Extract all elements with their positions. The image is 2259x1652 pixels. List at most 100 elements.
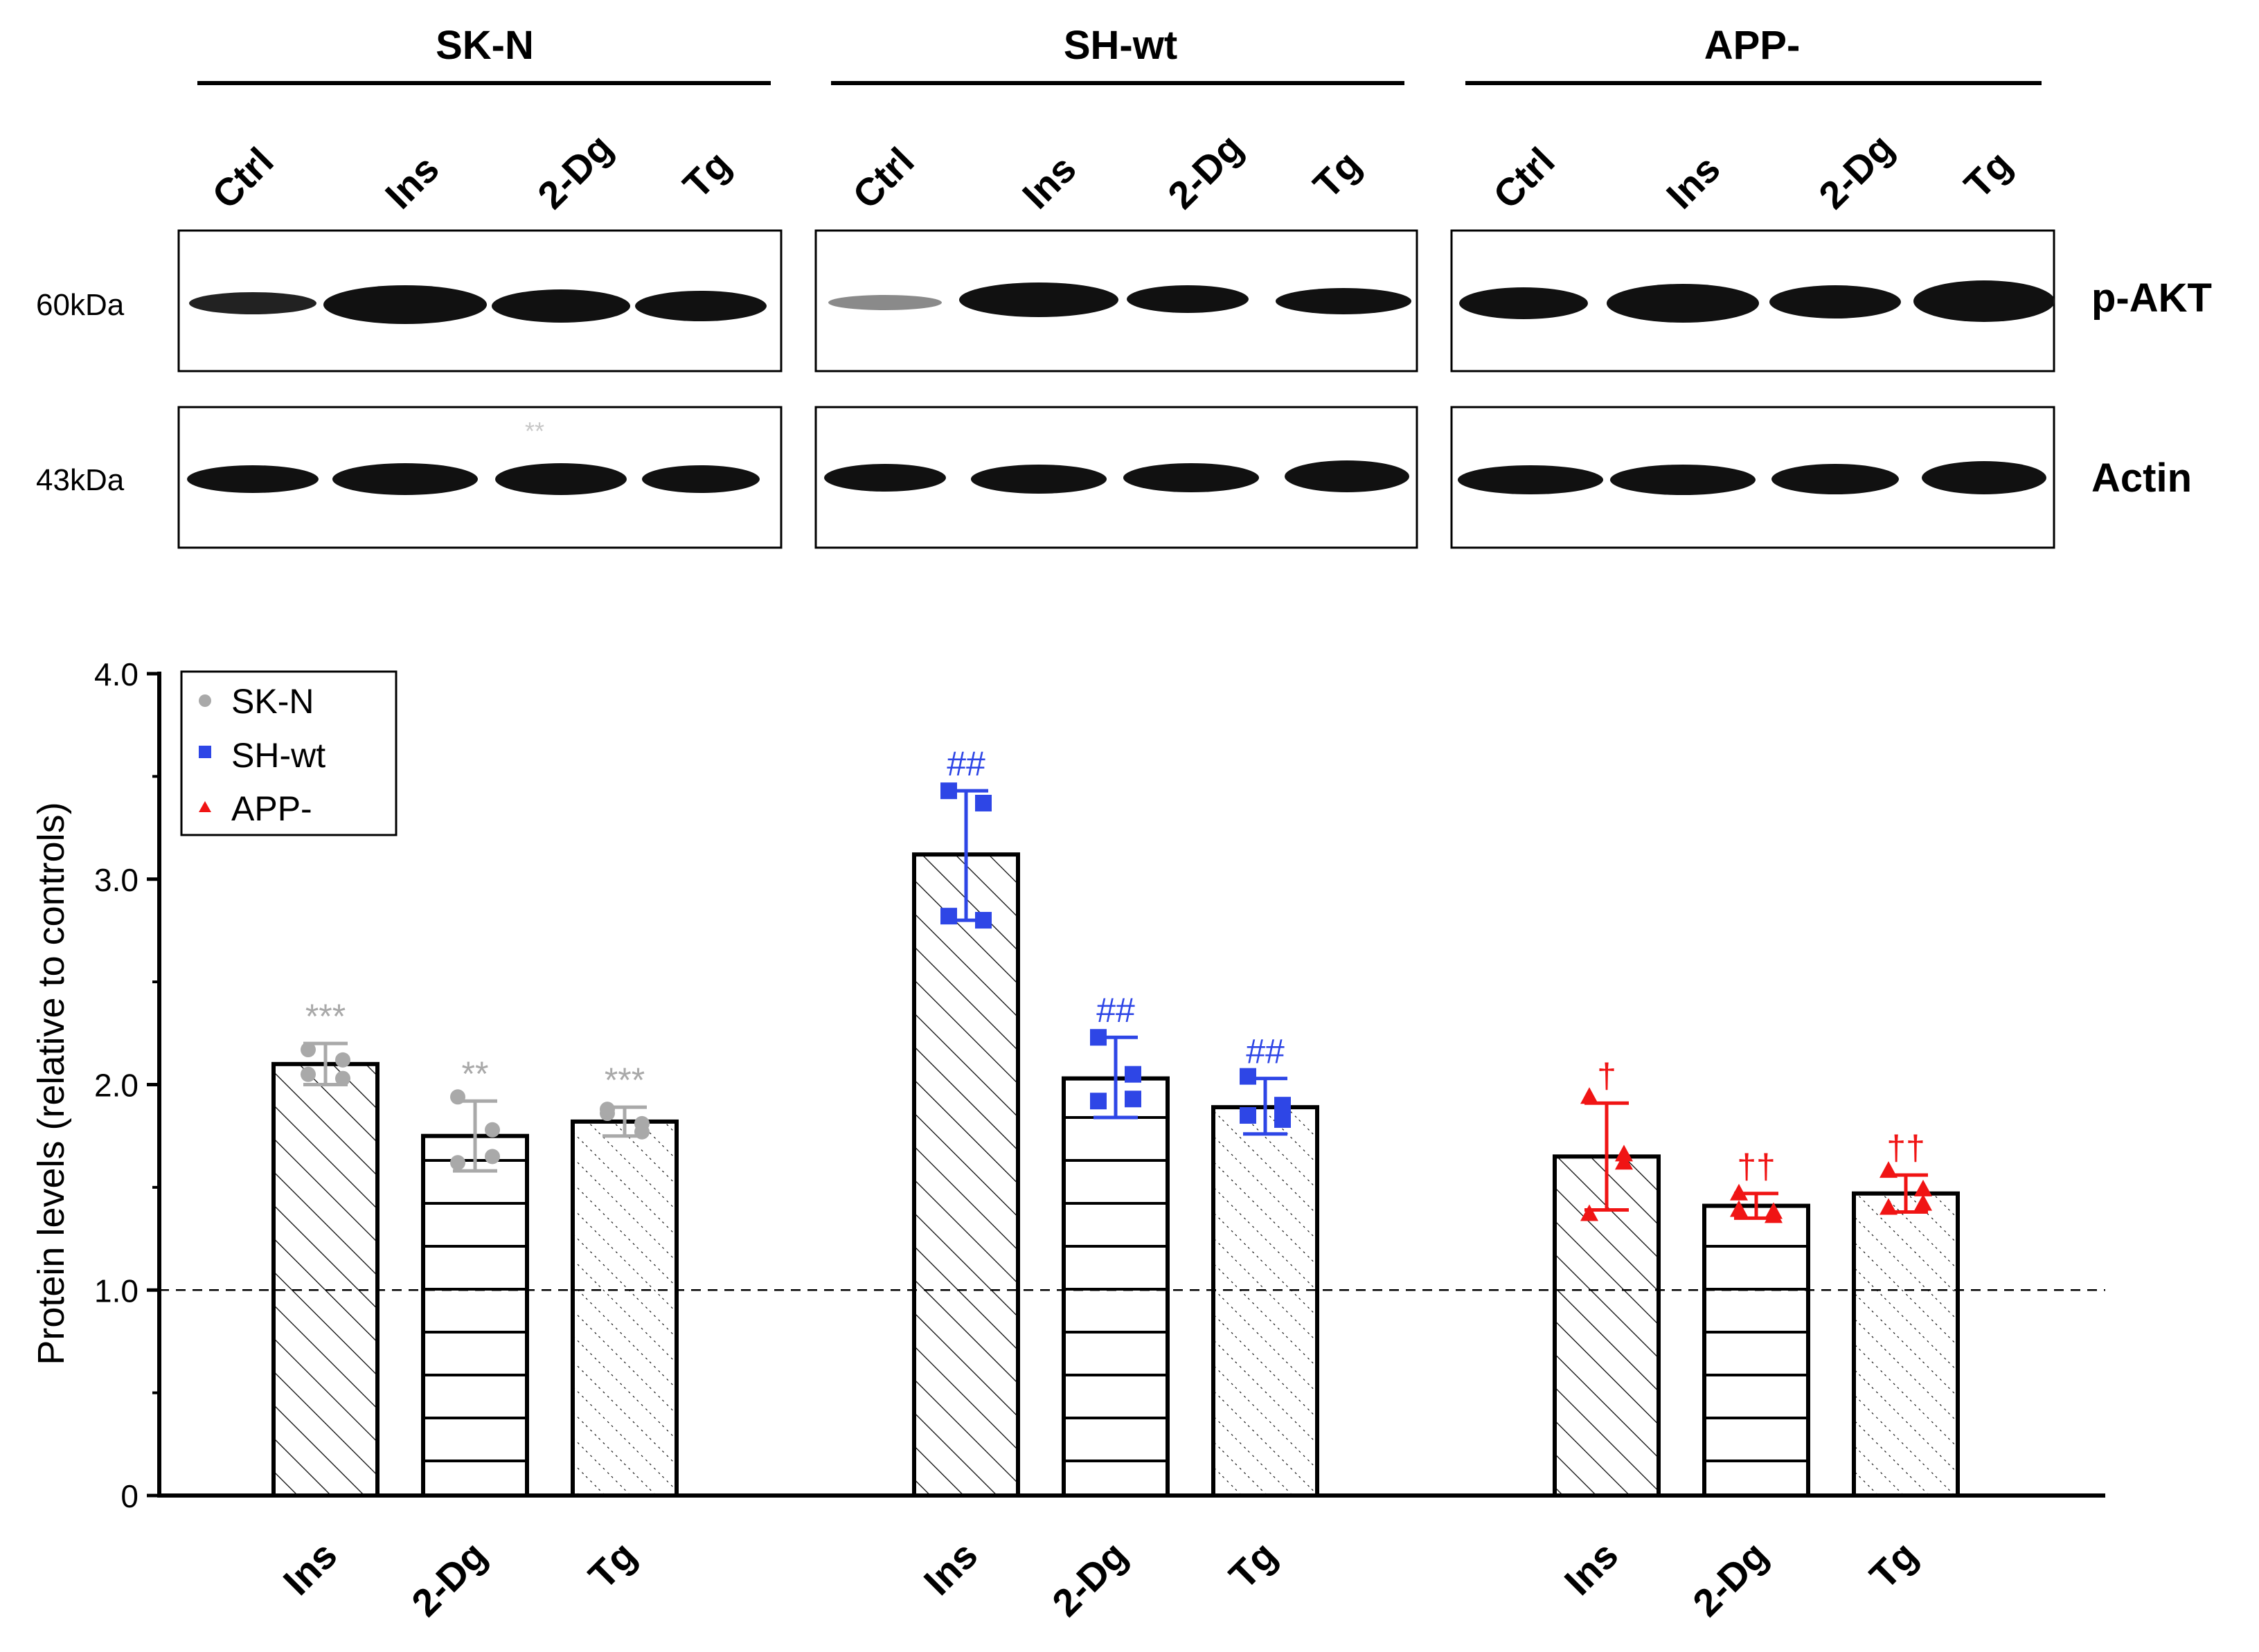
lane-label: Ins [1014, 147, 1084, 217]
lane-label: 2-Dg [1810, 125, 1902, 217]
blot-band [828, 295, 942, 310]
blot-band [1607, 284, 1759, 323]
blot-panel [177, 406, 783, 549]
significance-mark: ## [1096, 991, 1135, 1030]
blot-band [824, 464, 946, 492]
significance-mark: ## [1246, 1032, 1285, 1071]
data-point [975, 794, 992, 811]
marker-label: 43kDa [36, 463, 125, 497]
y-tick-label: 3.0 [94, 862, 139, 898]
data-point [1090, 1093, 1107, 1110]
blot-band [1771, 464, 1899, 494]
data-point [301, 1066, 316, 1082]
bar [1852, 1191, 1960, 1498]
blot-band [1276, 288, 1411, 314]
blot-band [1922, 461, 2046, 494]
blot-band [492, 289, 630, 323]
x-tick-label: Ins [916, 1533, 986, 1604]
bars-layer [271, 852, 1960, 1498]
data-point [1125, 1066, 1141, 1083]
blot-band [1285, 460, 1409, 492]
data-point [301, 1042, 316, 1058]
data-point [1240, 1068, 1256, 1085]
bar [1062, 1076, 1170, 1498]
data-point [450, 1089, 465, 1105]
axes: 0 1.0 2.0 3.0 4.0 [94, 656, 2105, 1514]
legend-box [180, 670, 398, 836]
legend-marker-square [199, 746, 211, 758]
bar [571, 1119, 679, 1498]
blot-band [971, 465, 1107, 494]
y-tick-label: 0 [120, 1478, 139, 1514]
data-point [1125, 1090, 1141, 1108]
protein-label: Actin [2091, 456, 2192, 501]
points-layer [301, 782, 1932, 1223]
blot-band [189, 292, 316, 314]
data-point [1730, 1183, 1748, 1201]
data-point [485, 1122, 500, 1138]
bar [1702, 1203, 1810, 1498]
blot-band [1123, 463, 1259, 492]
lane-label: Ctrl [844, 139, 922, 217]
actin-bands [187, 460, 2046, 495]
lane-label: Ins [1658, 147, 1729, 217]
bar [1211, 1105, 1319, 1498]
blot-band [1913, 280, 2055, 322]
y-tick-label: 1.0 [94, 1273, 139, 1309]
legend-label: SH-wt [231, 736, 325, 775]
blot-band [1769, 285, 1901, 318]
blot-frames [177, 229, 2055, 549]
stray-mark: ** [525, 417, 544, 445]
data-point [1914, 1194, 1932, 1211]
lane-label: Ctrl [1485, 139, 1563, 217]
blot-panel [177, 229, 783, 372]
blot-panel [814, 229, 1418, 372]
y-axis-label: Protein levels (relative to controls) [30, 802, 72, 1365]
data-point [1240, 1107, 1256, 1124]
bar [912, 852, 1020, 1498]
x-tick-label: Ins [1556, 1533, 1627, 1604]
data-point [335, 1052, 350, 1068]
blot-band [1459, 287, 1588, 319]
significance-mark: *** [305, 997, 346, 1036]
data-point [975, 912, 992, 929]
x-tick-labels: Ins 2-Dg Tg Ins 2-Dg Tg Ins 2-Dg Tg [275, 1533, 1926, 1625]
x-tick-label: 2-Dg [1044, 1533, 1136, 1625]
lane-label: 2-Dg [529, 125, 621, 217]
pakt-bands [189, 280, 2055, 324]
bar [421, 1133, 529, 1498]
data-point [335, 1070, 350, 1086]
lane-label: Ins [377, 147, 447, 217]
significance-layer: ***** ***######††† †† [305, 744, 1925, 1186]
x-tick-label: Tg [1221, 1533, 1285, 1597]
blot-panel [1450, 406, 2055, 549]
legend-marker-circle [199, 694, 211, 707]
data-point [634, 1124, 650, 1140]
data-point [1914, 1179, 1932, 1196]
legend-label: SK-N [231, 682, 314, 721]
x-tick-label: Tg [1861, 1533, 1926, 1597]
blot-group-label: SH-wt [1064, 23, 1177, 68]
blot-band [332, 463, 478, 495]
western-blot: SK-N SH-wt APP- Ctrl Ins 2-Dg Tg Ctrl In… [36, 23, 2212, 549]
data-point [1879, 1198, 1898, 1215]
x-tick-label: Tg [580, 1533, 645, 1597]
data-point [1730, 1200, 1748, 1217]
data-point [1580, 1087, 1598, 1104]
blot-band [1458, 465, 1603, 494]
significance-mark: †† [1886, 1129, 1925, 1167]
significance-mark: †† [1737, 1147, 1776, 1186]
blot-band [187, 465, 319, 493]
data-point [1274, 1111, 1291, 1128]
blot-band [495, 463, 627, 495]
data-point [940, 908, 957, 925]
blot-group-label: SK-N [436, 23, 534, 68]
blot-band [1127, 285, 1249, 313]
significance-mark: † [1597, 1057, 1616, 1095]
blot-panel [814, 406, 1418, 549]
legend-label: APP- [231, 789, 312, 828]
blot-band [642, 465, 760, 493]
significance-mark: ** [462, 1054, 489, 1093]
significance-mark: *** [605, 1061, 645, 1099]
